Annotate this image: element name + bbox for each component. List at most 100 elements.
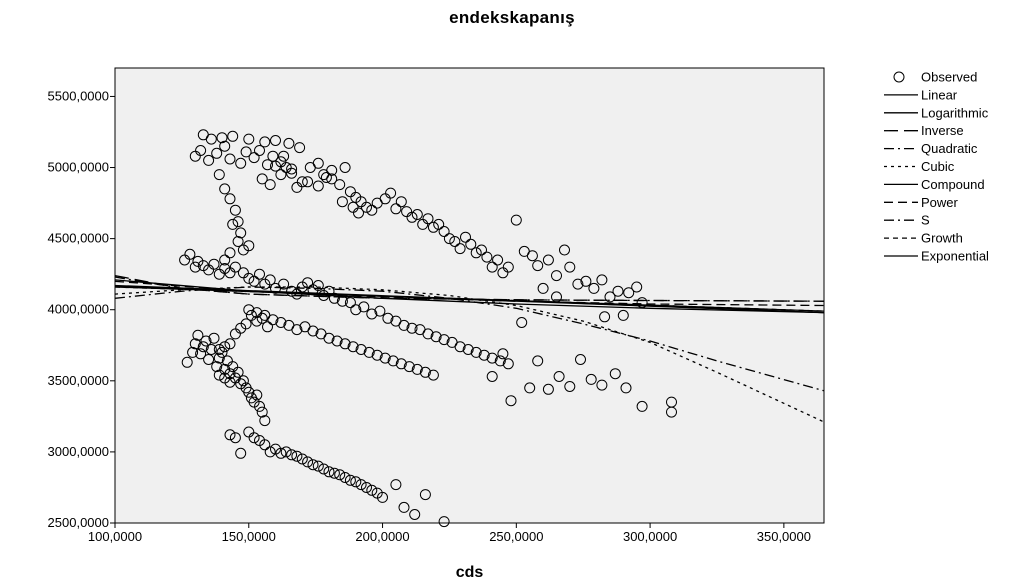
observed-point [382,312,394,324]
observed-point [243,240,255,252]
observed-point [438,334,450,346]
observed-point [302,456,314,468]
legend-item-linear: Linear [884,87,958,102]
x-axis-title: cds [456,564,484,581]
observed-point [331,335,343,347]
observed-point [334,179,346,191]
observed-point [564,381,576,392]
observed-point [192,329,204,341]
observed-point [454,341,466,353]
observed-point [526,250,538,262]
observed-point [350,476,362,488]
observed-point [353,207,364,219]
fit-lines-layer [114,274,825,423]
observed-point [254,400,265,412]
observed-point [259,415,271,427]
observed-point [532,260,544,272]
observed-point [213,352,225,364]
observed-point [363,346,375,358]
observed-point [208,332,220,344]
observed-point [344,474,356,486]
observed-point [232,366,244,378]
observed-point [580,275,592,287]
observed-point [478,349,490,361]
observed-point [270,160,281,172]
observed-point [278,278,290,290]
observed-point [398,501,410,513]
observed-point [229,204,241,216]
legend-label: Power [921,195,959,210]
observed-points-layer [179,129,677,528]
observed-point [286,167,298,179]
observed-point [462,344,474,355]
observed-point [599,311,611,323]
observed-point [486,261,498,273]
observed-point [537,282,549,294]
observed-point [312,180,324,192]
legend-item-logarithmic: Logarithmic [884,105,989,120]
legend-item-inverse: Inverse [884,123,964,138]
observed-point [264,274,276,286]
plot-frame [114,67,825,524]
observed-point [235,227,247,239]
observed-point [524,382,536,394]
observed-point [312,280,324,291]
observed-point [283,137,295,149]
observed-point [291,450,303,462]
observed-point [419,366,431,378]
observed-point [510,214,522,226]
observed-point [213,344,225,355]
observed-point [251,389,263,401]
observed-point [588,282,600,294]
observed-point [344,297,356,309]
observed-point [612,285,624,297]
observed-point [336,196,348,208]
observed-point [505,395,517,407]
legend-item-quadratic: Quadratic [884,141,978,156]
observed-point [229,261,241,273]
observed-point [430,331,442,343]
observed-point [189,338,201,350]
observed-point [422,213,434,225]
observed-point [470,247,482,259]
observed-point [481,251,493,263]
observed-point [286,285,298,297]
observed-point [200,335,212,347]
observed-point [320,172,332,183]
observed-point [371,349,383,361]
axes-layer: 2500,0000 3000,0000 3500,0000 4000,0000 4500… [48,88,811,544]
observed-point [267,314,279,326]
observed-point [237,375,249,387]
observed-point [224,247,236,259]
x-tick-label: 100,0000 [88,529,142,544]
observed-point [307,459,319,471]
observed-point [267,150,279,162]
observed-point [559,244,570,256]
observed-point [312,460,324,472]
observed-point [631,281,643,293]
observed-point [227,130,239,142]
observed-point [203,354,215,365]
observed-point [259,439,271,451]
observed-point [235,157,247,169]
observed-point [216,346,228,358]
legend-item-observed: Observed [893,70,977,85]
observed-point [262,159,273,171]
observed-point [564,261,576,273]
x-tick-label: 200,0000 [355,529,409,544]
observed-point [470,346,482,358]
observed-point [326,164,338,176]
y-tick-label: 4500,0000 [48,231,109,246]
observed-point [195,348,207,360]
observed-point [264,179,276,191]
observed-point [387,355,399,367]
legend: Observed Linear Logarithmic Inverse Quadrati… [884,70,989,264]
legend-item-power: Power [884,195,959,210]
fit-line-s [114,276,825,302]
legend-marker [893,71,905,83]
observed-point [476,244,487,256]
observed-point [427,369,439,381]
fit-line-exponential [114,286,825,312]
observed-point [224,153,236,165]
observed-point [339,472,351,483]
